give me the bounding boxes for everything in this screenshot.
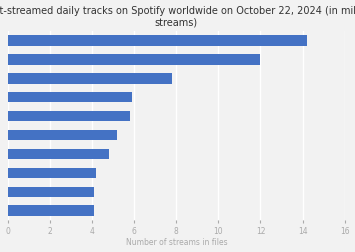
Bar <box>8 130 118 141</box>
Title: Most-streamed daily tracks on Spotify worldwide on October 22, 2024 (in million
: Most-streamed daily tracks on Spotify wo… <box>0 6 355 27</box>
Bar <box>8 187 94 197</box>
X-axis label: Number of streams in files: Number of streams in files <box>126 237 227 246</box>
Bar <box>8 112 130 122</box>
Bar <box>8 74 172 84</box>
Bar <box>8 206 94 216</box>
Bar <box>8 55 261 65</box>
Bar <box>8 93 132 103</box>
Bar <box>8 36 307 47</box>
Bar <box>8 168 96 178</box>
Bar <box>8 149 109 160</box>
